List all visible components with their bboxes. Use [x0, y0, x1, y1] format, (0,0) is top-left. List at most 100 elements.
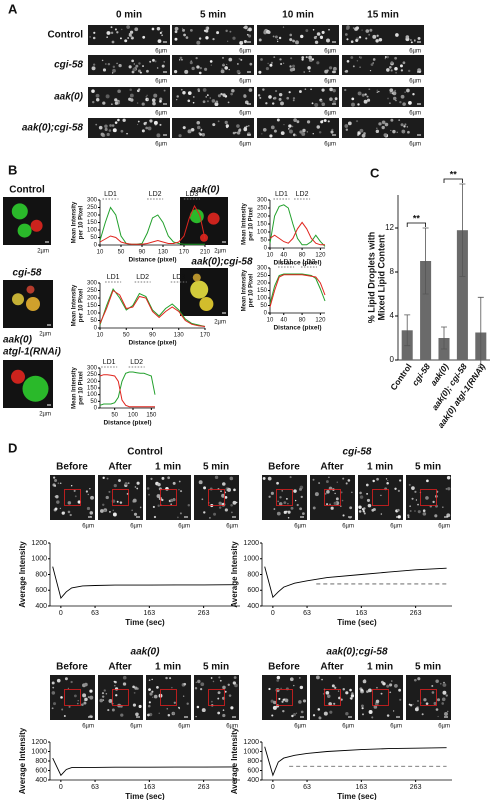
micrograph-speck: [308, 70, 311, 73]
micrograph-speck: [151, 678, 153, 681]
scale-label: 6µm: [226, 524, 238, 530]
micrograph-speck: [181, 58, 183, 61]
micrograph-speck: [277, 500, 279, 503]
micrograph-speck: [298, 700, 302, 704]
micrograph-speck: [142, 65, 144, 67]
x-axis-label: Distance (pixel): [128, 257, 176, 264]
micrograph-speck: [212, 680, 215, 683]
micrograph-speck: [401, 129, 406, 134]
micrograph-speck: [89, 695, 94, 700]
micrograph-speck: [151, 27, 155, 31]
micrograph-speck: [139, 506, 142, 509]
micrograph-speck: [89, 689, 93, 693]
scale-label: 6µm: [130, 724, 142, 730]
micrograph-speck: [230, 706, 234, 710]
micrograph-speck: [167, 713, 171, 717]
micrograph-speck: [137, 120, 140, 123]
significance: **: [413, 213, 421, 223]
y-tick-label: 50: [90, 399, 97, 405]
micrograph-speck: [442, 690, 447, 695]
micrograph-speck: [328, 476, 330, 479]
error-bar: [404, 314, 411, 347]
micrograph-speck: [229, 476, 234, 481]
micrograph-speck: [363, 512, 366, 515]
y-tick-label: 400: [35, 603, 47, 610]
micrograph-speck: [136, 481, 140, 485]
micrograph: [172, 55, 254, 75]
error-bar: [441, 326, 447, 350]
micrograph-speck: [376, 34, 379, 37]
micrograph-speck: [344, 88, 347, 92]
micrograph-speck: [148, 704, 151, 708]
micrograph-speck: [446, 513, 451, 518]
y-axis-label: Mean Intensity: [72, 367, 78, 409]
scale-label: 6µm: [239, 111, 251, 117]
frame-label: 5 min: [203, 462, 229, 473]
micrograph-speck: [321, 102, 326, 107]
micrograph-speck: [60, 696, 63, 699]
micrograph-speck: [167, 476, 171, 480]
micrograph-speck: [243, 127, 248, 132]
micrograph-speck: [224, 120, 228, 125]
micrograph-speck: [361, 93, 365, 97]
x-tick-label: 163: [355, 784, 367, 791]
frame-label: 5 min: [415, 462, 441, 473]
micrograph-speck: [283, 124, 285, 126]
micrograph-speck: [225, 124, 229, 128]
micrograph-speck: [203, 486, 207, 490]
scale-label: 6µm: [82, 524, 94, 530]
micrograph-speck: [179, 56, 183, 60]
micrograph-speck: [280, 62, 283, 66]
y-axis-label: per 10 Pixel: [79, 371, 85, 405]
micrograph-speck: [234, 683, 238, 688]
micrograph-speck: [114, 101, 119, 105]
y-axis-label: per 10 Pixel: [249, 207, 255, 241]
y-tick-label: 12: [385, 223, 394, 232]
micrograph-speck: [410, 41, 413, 44]
micrograph-speck: [133, 63, 135, 65]
micrograph-speck: [291, 714, 294, 718]
y-tick-label: 1200: [31, 739, 47, 746]
micrograph-speck: [172, 712, 175, 715]
micrograph-speck: [312, 29, 315, 31]
micrograph-speck: [332, 100, 336, 104]
micrograph-speck: [108, 129, 112, 132]
micrograph-speck: [107, 709, 110, 712]
micrograph-speck: [376, 127, 378, 130]
micrograph-speck: [204, 67, 208, 71]
x-axis-label: Distance (pixel): [128, 340, 176, 347]
micrograph-speck: [262, 127, 267, 132]
bleach-roi: [112, 689, 129, 706]
bleach-roi: [276, 689, 293, 706]
micrograph-speck: [183, 33, 186, 37]
micrograph-speck: [447, 487, 451, 491]
micrograph-speck: [285, 687, 289, 691]
micrograph-speck: [128, 33, 132, 37]
x-axis-label: Distance (pixel): [273, 325, 321, 332]
micrograph-speck: [173, 69, 178, 74]
micrograph-speck: [270, 699, 274, 703]
scale-label: 6µm: [390, 724, 402, 730]
y-tick-label: 600: [247, 587, 259, 594]
micrograph-speck: [201, 498, 204, 501]
micrograph-speck: [394, 89, 396, 92]
micrograph-speck: [232, 681, 236, 685]
micrograph-speck: [269, 134, 273, 138]
y-tick-label: 1000: [31, 748, 47, 755]
micrograph-speck: [282, 709, 285, 713]
micrograph-speck: [311, 58, 315, 61]
micrograph-speck: [445, 488, 448, 490]
micrograph-speck: [55, 495, 59, 499]
micrograph-speck: [233, 488, 236, 492]
micrograph-speck: [163, 61, 165, 63]
micrograph-speck: [178, 488, 180, 491]
scale-label: 6µm: [155, 49, 167, 55]
micrograph-speck: [384, 122, 389, 127]
micrograph-speck: [108, 490, 111, 493]
micrograph-speck: [222, 685, 226, 690]
micrograph-speck: [222, 93, 226, 97]
micrograph-speck: [330, 506, 334, 510]
droplet: [26, 285, 35, 294]
micrograph-speck: [116, 500, 119, 503]
micrograph-speck: [422, 512, 427, 516]
